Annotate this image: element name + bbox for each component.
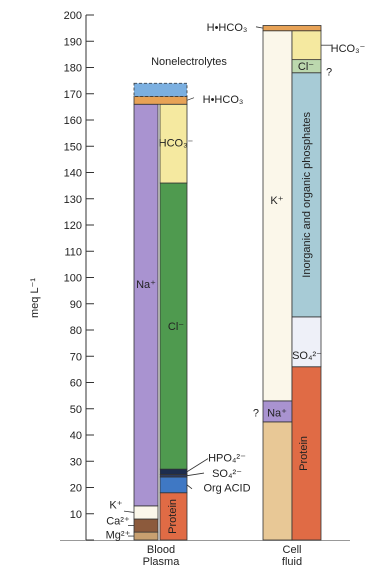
y-axis: 10 20 30 40 50 60 70 80 90 100 110 120 130 140 150 160 1… [60, 10, 350, 541]
segment-label-mg: Mg²⁺ [106, 530, 131, 542]
category-label-cell-fluid-line2: fluid [282, 556, 302, 567]
y-tick-label: 30 [70, 456, 82, 468]
segment-label-hco: HCO₃⁻ [159, 137, 194, 149]
segment-labels: Na⁺ K⁺ Ca²⁺ Mg²⁺ Protein Cl⁻ HCO₃⁻ Org ACID SO₄²… [106, 22, 366, 542]
y-tick-label: 50 [70, 404, 82, 416]
bar-segment-cell-fluid-protein [291, 366, 322, 541]
segment-label-h-hco: H•HCO₃ [207, 22, 248, 34]
y-tick-label: 170 [64, 89, 82, 101]
bar-segment-cell-fluid-hco [291, 30, 322, 61]
y-tick-label: 190 [64, 36, 82, 48]
segment-label-org-acid: Org ACID [203, 482, 250, 494]
bar-segment-blood-plasma-hco [159, 103, 188, 184]
segment-label-ca: Ca²⁺ [106, 515, 130, 527]
bar-segment-blood-plasma-ca [133, 518, 159, 533]
y-tick-label: 20 [70, 483, 82, 495]
segment-label-na: Na⁺ [136, 279, 156, 291]
segment-label-protein: Protein [167, 499, 179, 534]
y-tick-label: 90 [70, 299, 82, 311]
category-label-blood-plasma-line1: Blood [147, 544, 175, 556]
y-tick-label: 10 [70, 509, 82, 521]
y-tick-label: 160 [64, 115, 82, 127]
y-tick-label: 140 [64, 168, 82, 180]
segment-label-nonelectrolytes: Nonelectrolytes [151, 56, 227, 68]
segment-label-hpo: HPO₄²⁻ [208, 452, 246, 464]
y-tick-label: 70 [70, 351, 82, 363]
leader-line [186, 472, 205, 477]
bar-segment-blood-plasma-nonelectrolytes [133, 82, 188, 97]
y-tick-label: 150 [64, 141, 82, 153]
category-label-cell-fluid-line1: Cell [283, 544, 302, 556]
y-tick-label: 200 [64, 10, 82, 22]
y-tick-label: 100 [64, 273, 82, 285]
leader-line [186, 484, 193, 490]
segment-label-inorganic-and-organic-phosphates: Inorganic and organic phosphates [301, 111, 313, 277]
bar-segment-blood-plasma-k [133, 505, 159, 520]
bar-segment-blood-plasma-protein [159, 492, 188, 541]
leader-line [186, 97, 195, 101]
leader-line [123, 510, 135, 513]
y-tick-label: 80 [70, 325, 82, 337]
y-tick-label: 60 [70, 378, 82, 390]
segment-label-k: K⁺ [109, 500, 122, 512]
bar-segment-blood-plasma-h-hco [133, 95, 188, 105]
bar-segment-blood-plasma-org-acid [159, 476, 188, 494]
segment-label-so: SO₄²⁻ [292, 350, 322, 362]
leader-line [255, 26, 264, 29]
bar-segment-blood-plasma-na [133, 103, 159, 507]
segment-label-mark: ? [326, 66, 332, 78]
bar-segment-blood-plasma-hpo [159, 468, 188, 475]
leader-line [186, 458, 209, 473]
bar-segment-blood-plasma-mg [133, 531, 159, 541]
segment-label-na: Na⁺ [267, 408, 287, 420]
stacked-bars [133, 25, 322, 541]
y-axis-title: meq L⁻¹ [29, 278, 41, 318]
segment-label-h-hco: H•HCO₃ [203, 94, 244, 106]
y-tick-label: 180 [64, 63, 82, 75]
segment-label-protein: Protein [298, 436, 310, 471]
bar-segment-cell-fluid-h-hco [262, 25, 322, 32]
bar-segment-cell-fluid-inorganic-and-organic-phosphates [291, 72, 322, 318]
segment-label-cl: Cl⁻ [298, 61, 314, 73]
segment-label-mark: ? [253, 408, 259, 420]
bar-segment-blood-plasma-cl [159, 182, 188, 470]
segment-label-cl: Cl⁻ [168, 321, 184, 333]
segment-label-k: K⁺ [270, 195, 283, 207]
y-tick-label: 110 [64, 246, 82, 258]
y-tick-label: 130 [64, 194, 82, 206]
y-tick-label: 40 [70, 430, 82, 442]
segment-label-hco: HCO₃⁻ [331, 43, 366, 55]
category-label-blood-plasma-line2: Plasma [143, 556, 181, 567]
segment-label-so: SO₄²⁻ [212, 468, 242, 480]
bar-segment-cell-fluid-k [262, 30, 293, 402]
bar-segment-cell-fluid-unlabeled [262, 421, 293, 541]
y-tick-label: 120 [64, 220, 82, 232]
